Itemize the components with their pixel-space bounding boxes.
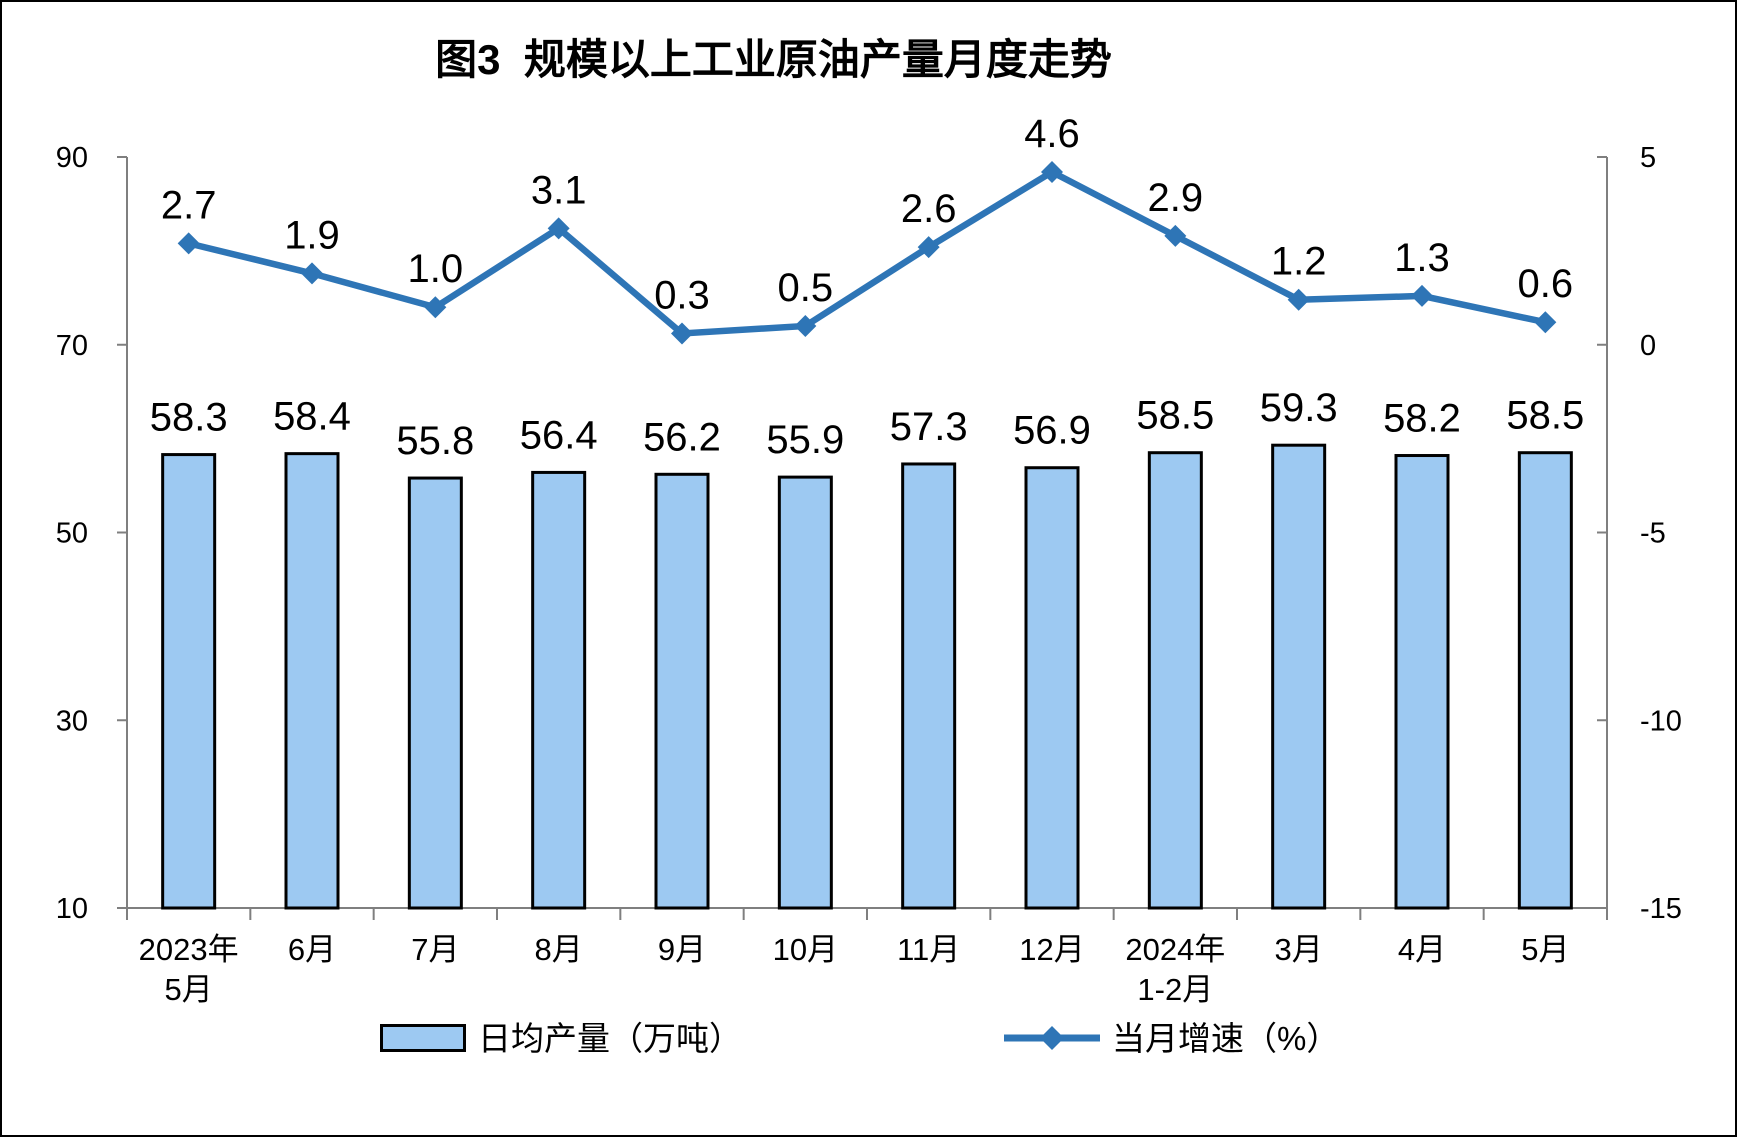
- bar-legend-swatch-icon: [380, 1024, 466, 1052]
- left-axis-tick-label: 10: [56, 893, 88, 925]
- line-marker-icon: [1411, 284, 1433, 307]
- right-axis-tick-label: -15: [1640, 893, 1682, 925]
- line-value-label: 0.3: [654, 273, 710, 317]
- x-axis-label: 11月: [897, 932, 960, 967]
- bar: [777, 475, 833, 910]
- bar-value-label: 56.9: [1013, 409, 1091, 453]
- x-axis-label: 10月: [773, 932, 838, 967]
- x-axis-label: 12月: [1019, 932, 1084, 967]
- x-axis-label: 2024年: [1125, 932, 1225, 967]
- right-axis-tick-label: 5: [1640, 142, 1656, 174]
- line-marker-icon: [547, 217, 570, 240]
- bar: [1024, 466, 1080, 910]
- x-axis-label: 5月: [1521, 932, 1569, 967]
- legend-diamond-marker-icon: [1040, 1026, 1064, 1050]
- line-value-label: 0.5: [778, 266, 834, 310]
- bar-value-label: 58.4: [273, 395, 351, 439]
- growth-line: [187, 168, 1547, 337]
- x-axis-label: 9月: [658, 932, 706, 967]
- bar-value-label: 58.2: [1383, 397, 1461, 441]
- left-axis-tick-label: 90: [56, 142, 88, 174]
- bar: [284, 452, 340, 910]
- x-axis-label: 2023年: [139, 932, 239, 967]
- legend-item-line: 当月增速（%）: [1004, 1019, 1340, 1057]
- x-axis-label: 3月: [1275, 932, 1323, 967]
- line-value-label: 1.2: [1271, 240, 1327, 284]
- bar: [1517, 451, 1573, 910]
- line-value-label: 4.6: [1024, 112, 1080, 156]
- x-axis-label: 7月: [411, 932, 459, 967]
- line-value-label: 1.9: [284, 213, 340, 257]
- line-marker-icon: [917, 236, 940, 259]
- x-axis-label: 6月: [288, 932, 336, 967]
- bar-value-label: 58.3: [150, 396, 228, 440]
- x-axis-label: 5月: [165, 972, 213, 1007]
- bar-value-label: 57.3: [890, 405, 968, 449]
- chart-title: 图3 规模以上工业原油产量月度走势: [435, 36, 1112, 83]
- bar: [1147, 451, 1203, 910]
- left-axis-tick-label: 50: [56, 518, 88, 550]
- bar-value-label: 58.5: [1506, 394, 1584, 438]
- line-legend-label: 当月增速（%）: [1112, 1019, 1340, 1057]
- bar: [531, 470, 587, 910]
- left-axis-tick-label: 30: [56, 705, 88, 737]
- line-marker-icon: [424, 296, 447, 319]
- line-value-label: 1.3: [1394, 236, 1450, 280]
- line-value-label: 0.6: [1518, 262, 1574, 306]
- bar-value-label: 59.3: [1260, 386, 1338, 430]
- x-axis-label: 1-2月: [1137, 972, 1213, 1007]
- legend-item-bars: 日均产量（万吨）: [380, 1019, 742, 1057]
- bar: [1394, 454, 1450, 910]
- bar: [654, 472, 710, 910]
- bar: [161, 453, 217, 910]
- right-axis-tick-label: 0: [1640, 330, 1656, 362]
- bar-value-label: 58.5: [1136, 394, 1214, 438]
- line-marker-icon: [1041, 161, 1063, 184]
- line-marker-icon: [671, 322, 693, 345]
- line-value-label: 1.0: [408, 247, 464, 291]
- left-axis-tick-label: 70: [56, 330, 88, 362]
- line-marker-icon: [794, 314, 817, 337]
- bar-legend-label: 日均产量（万吨）: [478, 1019, 742, 1057]
- line-legend-sample-icon: [1004, 1026, 1100, 1050]
- right-axis-tick-label: -5: [1640, 518, 1666, 550]
- line-value-label: 3.1: [531, 168, 587, 212]
- line-value-label: 2.6: [901, 187, 957, 231]
- line-marker-icon: [1164, 224, 1187, 247]
- x-axis-label: 8月: [535, 932, 583, 967]
- bar: [901, 462, 957, 910]
- bar-value-label: 55.9: [766, 418, 844, 462]
- bar-value-label: 56.2: [643, 415, 721, 459]
- right-axis-tick-label: -10: [1640, 705, 1682, 737]
- bar: [1271, 443, 1327, 910]
- line-marker-icon: [301, 262, 323, 285]
- bar-value-label: 55.8: [396, 419, 474, 463]
- line-marker-icon: [1287, 288, 1310, 311]
- line-value-label: 2.7: [161, 183, 217, 227]
- line-marker-icon: [1534, 311, 1557, 334]
- line-marker-icon: [177, 232, 200, 255]
- bar-value-label: 56.4: [520, 413, 598, 457]
- x-axis-label: 4月: [1398, 932, 1446, 967]
- bar: [407, 476, 463, 910]
- line-value-label: 2.9: [1148, 176, 1204, 220]
